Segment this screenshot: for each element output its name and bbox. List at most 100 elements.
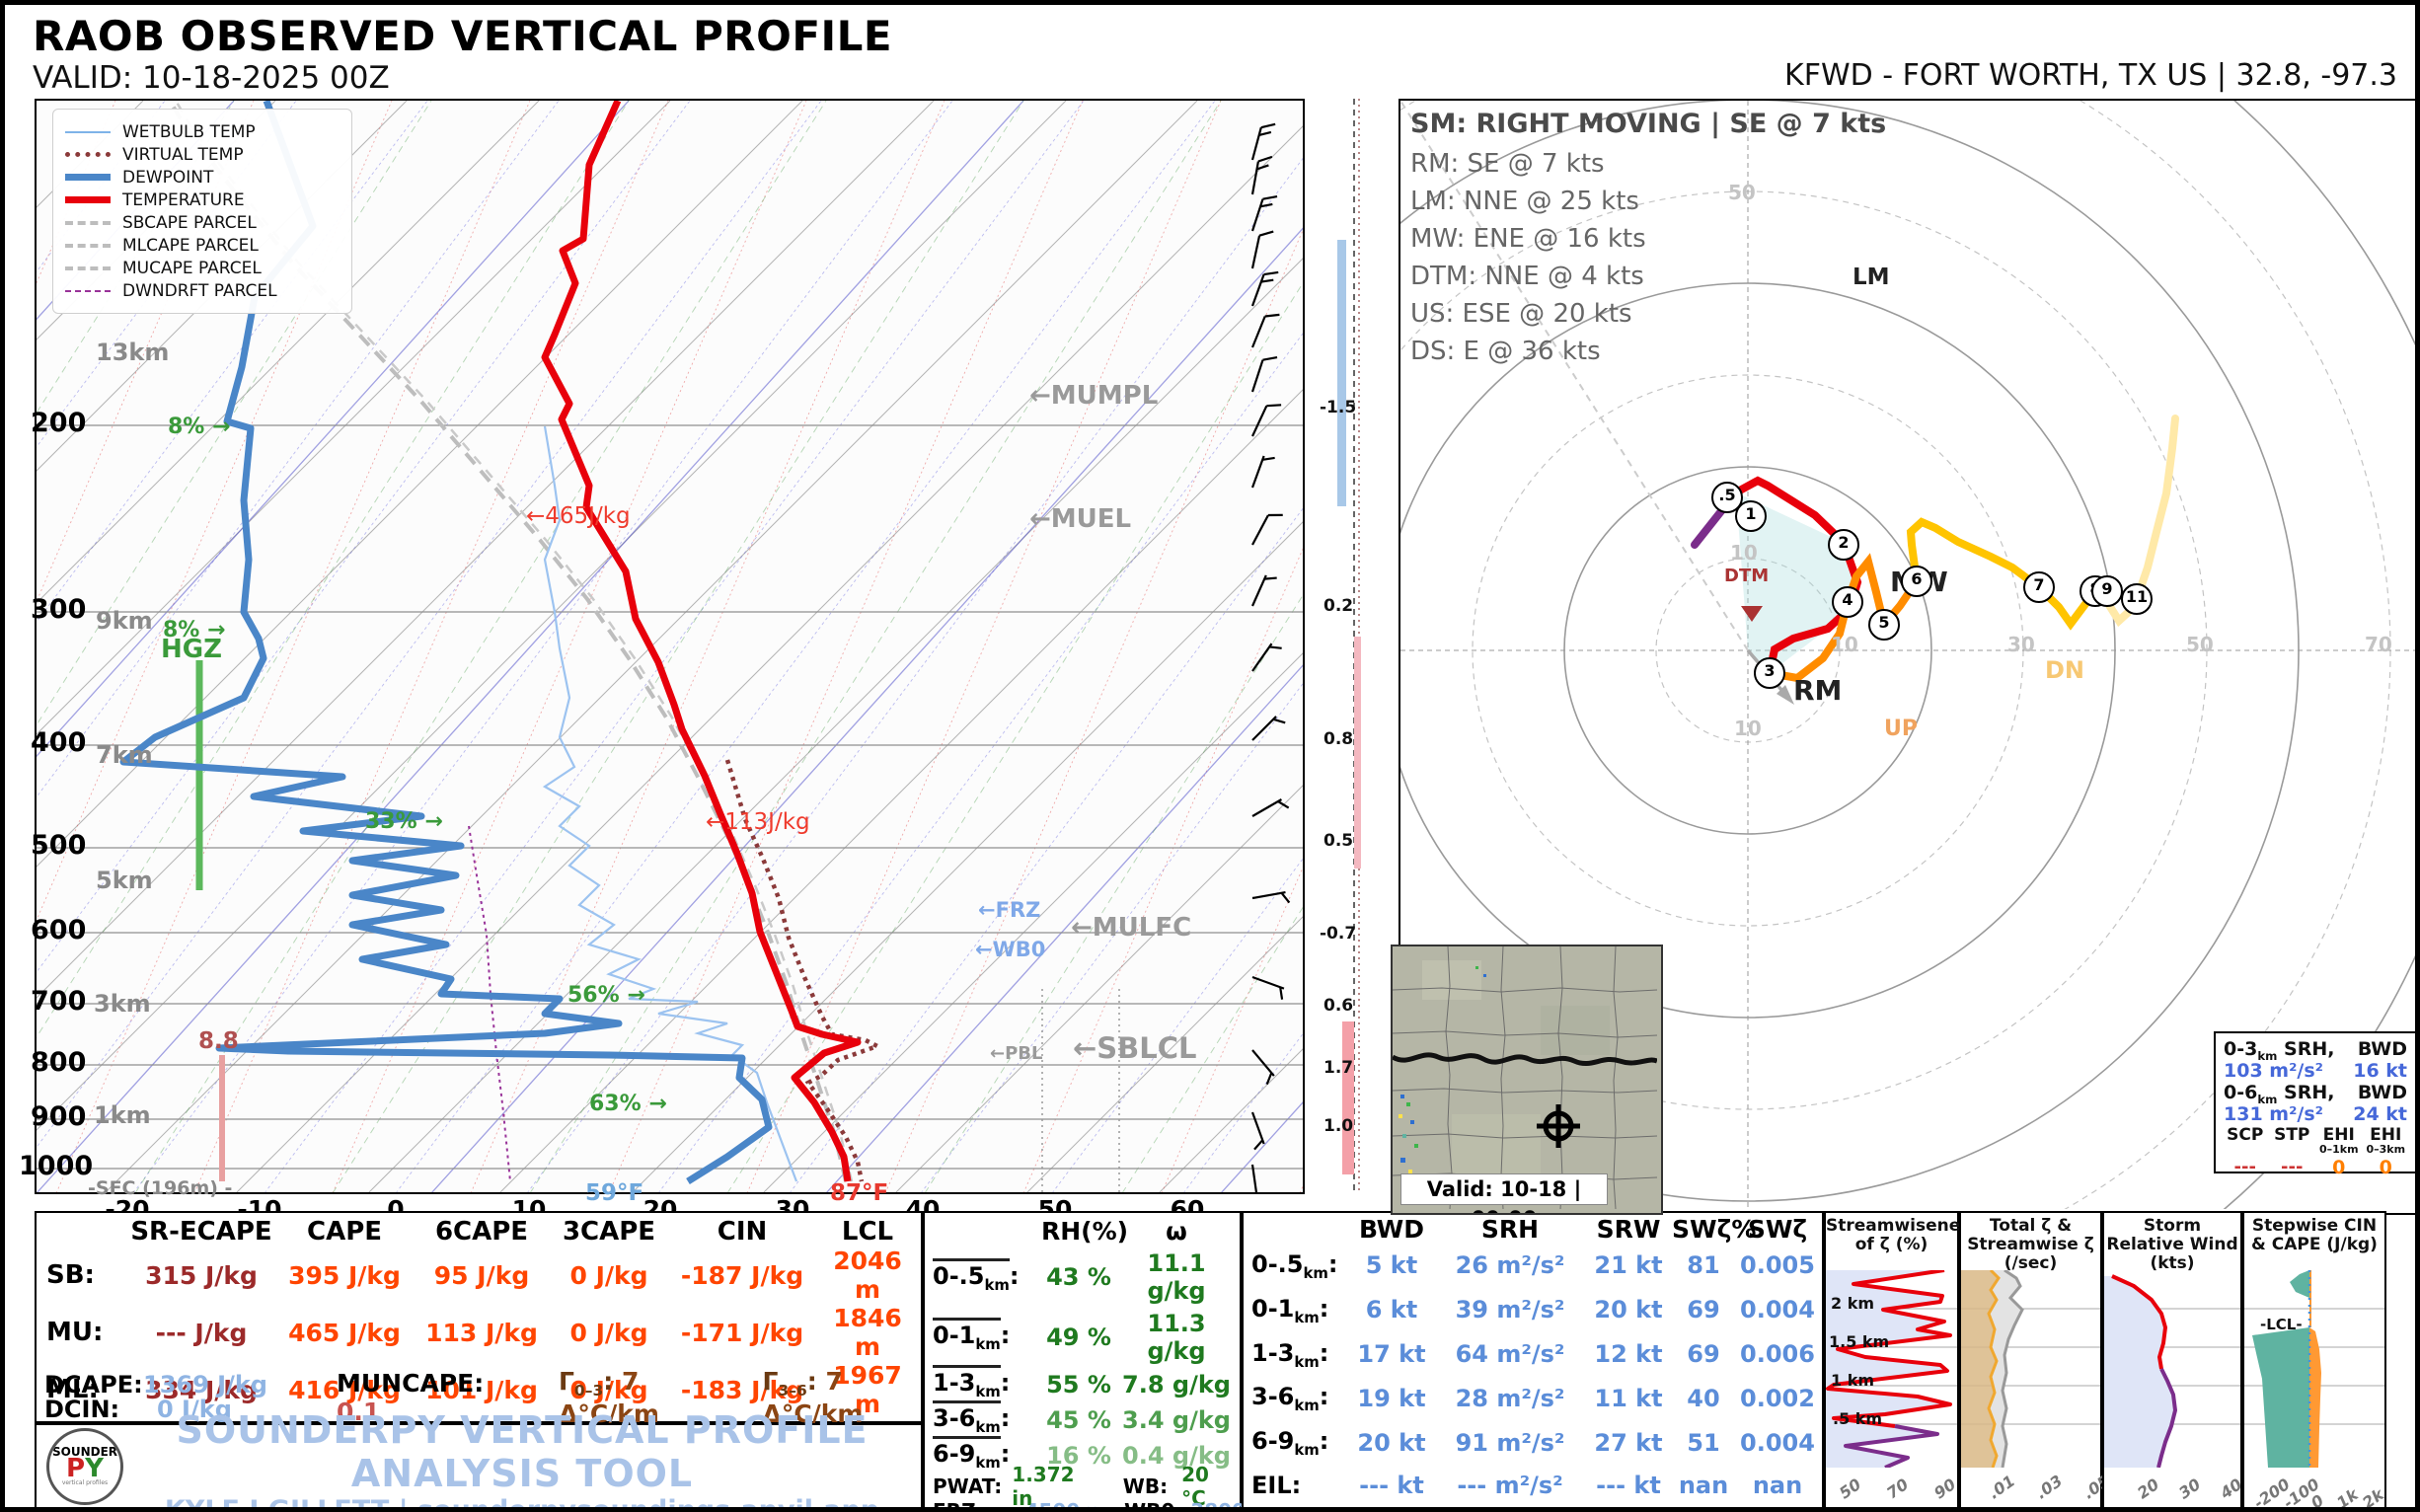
swz-eil: nan (1752, 1472, 1803, 1500)
rm-arrowhead (1777, 685, 1794, 705)
dcin-label: DCIN: (44, 1396, 120, 1423)
page-title: RAOB OBSERVED VERTICAL PROFILE (33, 12, 893, 60)
y-label-15km: 1.5 km (1829, 1332, 1890, 1351)
hodo-marker-7km: 7 (2023, 571, 2055, 603)
x-tick: 40 (2217, 1474, 2246, 1503)
vorticity-plot (1961, 1270, 2100, 1468)
x-tick: 20 (2134, 1474, 2163, 1503)
legend-item: TEMPERATURE (65, 189, 340, 210)
station-id: KFWD - FORT WORTH, TX US | 32.8, -97.3 (1784, 58, 2397, 93)
x-tick: 90 (1930, 1474, 1960, 1503)
stp-value: --- (2281, 1157, 2304, 1177)
srw-0-1: 20 kt (1594, 1296, 1663, 1324)
pressure-label: 200 (31, 408, 87, 438)
pwat-value: 1.372 in (1012, 1462, 1075, 1510)
shear-layer-0-05: 0-.5km: (1251, 1249, 1338, 1282)
shear-layer-3-6: 3-6km: (1251, 1383, 1329, 1415)
dtm-marker (1741, 606, 1763, 622)
wetbulb-line-swatch (65, 130, 111, 133)
dewpoint-trace (119, 101, 773, 1184)
x-tick: 70 (1883, 1474, 1913, 1503)
hodo-marker-3km: 3 (1754, 657, 1785, 689)
srw-3-6: 11 kt (1594, 1385, 1663, 1413)
srw-eil: --- kt (1596, 1472, 1661, 1500)
omega-updraft-bar (1337, 240, 1346, 506)
col-header-srh: SRH (1480, 1215, 1540, 1244)
x-tick: 0 (2307, 1490, 2328, 1512)
wb0-label: WB0: (1124, 1498, 1183, 1512)
swz-1-3: 0.006 (1740, 1340, 1815, 1369)
dcape-label: DCAPE: (44, 1370, 143, 1399)
bwd-6-9: 20 kt (1357, 1429, 1426, 1458)
bwd-0-05: 5 kt (1365, 1251, 1418, 1280)
mu-sr-ecape: --- J/kg (155, 1318, 248, 1347)
height-label: 1km (94, 1101, 151, 1129)
srh-0-1: 39 m²/s² (1455, 1296, 1565, 1324)
omega-value: 0.8 (1323, 729, 1354, 749)
station-crosshair-icon (1537, 1104, 1580, 1148)
sbcape-line-swatch (65, 220, 111, 225)
col-header-omega: ω (1166, 1217, 1187, 1247)
col-header-6cape: 6CAPE (434, 1217, 529, 1247)
layer-label-0-05: 0-.5km: (925, 1257, 1041, 1293)
mid-cape-annotation: ←113J/kg (706, 809, 810, 835)
credit-line: KYLE J GILLETT | sounderpysoundings.anvi… (164, 1494, 880, 1512)
pressure-label: 400 (31, 727, 87, 758)
layer-label-0-1: 0-1km: (925, 1317, 1041, 1353)
legend-item: DEWPOINT (65, 167, 340, 188)
logo-tagline: vertical profiles (61, 1478, 109, 1486)
rm-label: RM (1793, 674, 1843, 707)
legend-item: WETBULB TEMP (65, 121, 340, 142)
srw-6-9: 27 kt (1594, 1429, 1663, 1458)
col-header-srw: SRW (1596, 1215, 1661, 1244)
pressure-label: 800 (31, 1047, 87, 1078)
srh-0-6-header: 0-6km SRH, BWD (2222, 1082, 2409, 1106)
storm-motion-ds: DS: E @ 36 kts (1410, 337, 1601, 366)
frz-row: FRZ: 4500m WB0: 3800m (925, 1498, 1266, 1512)
bwd-3-6: 19 kt (1357, 1385, 1426, 1413)
virtual-temp-trace (724, 759, 883, 1182)
ml-6cape: 101 J/kg (425, 1375, 538, 1404)
srw-0-05: 21 kt (1594, 1251, 1663, 1280)
shear-layer-0-1: 0-1km: (1251, 1294, 1329, 1326)
tool-title: SOUNDERPY VERTICAL PROFILE ANALYSIS TOOL (176, 1407, 869, 1495)
x-tick: 50 (1836, 1474, 1865, 1503)
omega-value: 1.7 (1323, 1058, 1354, 1078)
scp-header: SCP (2227, 1125, 2264, 1145)
srw-1-3: 12 kt (1594, 1340, 1663, 1369)
hodo-trace-6-9km (1906, 517, 2101, 631)
swzp-0-05: 81 (1687, 1251, 1720, 1280)
state-border-river (1393, 1052, 1657, 1067)
srh-0-05: 26 m²/s² (1455, 1251, 1565, 1280)
ml-cin: -183 J/kg (680, 1375, 804, 1404)
row-label-ml: ML: (46, 1375, 99, 1404)
omega-strip (1313, 99, 1401, 1194)
col-header-bwd: BWD (1358, 1215, 1424, 1244)
sb-3cape: 0 J/kg (569, 1260, 648, 1290)
sb-sr-ecape: 315 J/kg (145, 1260, 258, 1290)
omega-downdraft-bar-2 (1342, 1021, 1354, 1174)
footer-branding: SOUNDER PY vertical profiles SOUNDERPY V… (35, 1408, 923, 1512)
omega-downdraft-bar-1 (1354, 637, 1361, 869)
srh-1-3: 64 m²/s² (1455, 1340, 1565, 1369)
srh-0-3-values: 103 m²/s² 16 kt (2222, 1060, 2409, 1082)
hodograph-panel (1399, 99, 2415, 1215)
layer-label-6-9: 6-9km: (925, 1436, 1041, 1472)
legend-label: SBCAPE PARCEL (122, 212, 257, 233)
storm-motion-title: SM: RIGHT MOVING | SE @ 7 kts (1410, 109, 1887, 139)
col-header-lcl: LCL (841, 1217, 894, 1247)
legend-label: DEWPOINT (122, 167, 214, 188)
srh-6-9: 91 m²/s² (1455, 1429, 1565, 1458)
y-label-2km: 2 km (1831, 1294, 1875, 1313)
stepwise-cin-cape-panel: Stepwise CIN & CAPE (J/kg) -LCL- -200 -1… (2242, 1211, 2387, 1512)
dn-label: DN (2045, 656, 2085, 684)
bwd-eil: --- kt (1359, 1472, 1424, 1500)
col-header-sr-ecape: SR-ECAPE (130, 1217, 272, 1247)
swzp-6-9: 51 (1687, 1429, 1720, 1458)
wb-label: WB: (1122, 1474, 1169, 1498)
y-label-1km: 1 km (1831, 1371, 1875, 1390)
mulfc-marker: ←MULFC (1071, 913, 1192, 943)
legend-item: MLCAPE PARCEL (65, 235, 340, 256)
pressure-label: 300 (31, 594, 87, 625)
row-label-sb: SB: (46, 1260, 95, 1290)
